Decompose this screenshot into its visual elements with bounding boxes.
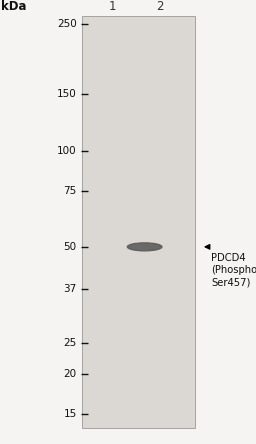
Text: 20: 20 bbox=[64, 369, 77, 379]
Text: 1: 1 bbox=[109, 0, 116, 13]
Text: 50: 50 bbox=[64, 242, 77, 252]
Text: PDCD4
(Phospho-
Ser457): PDCD4 (Phospho- Ser457) bbox=[211, 253, 256, 287]
Bar bbox=[82, 16, 195, 428]
Text: 25: 25 bbox=[63, 338, 77, 348]
Text: 15: 15 bbox=[63, 409, 77, 419]
Text: kDa: kDa bbox=[1, 0, 27, 13]
Text: 75: 75 bbox=[63, 186, 77, 196]
Ellipse shape bbox=[127, 243, 162, 251]
Text: 100: 100 bbox=[57, 146, 77, 156]
Text: 150: 150 bbox=[57, 90, 77, 99]
Text: 250: 250 bbox=[57, 19, 77, 28]
Text: 37: 37 bbox=[63, 284, 77, 293]
Text: 2: 2 bbox=[156, 0, 164, 13]
